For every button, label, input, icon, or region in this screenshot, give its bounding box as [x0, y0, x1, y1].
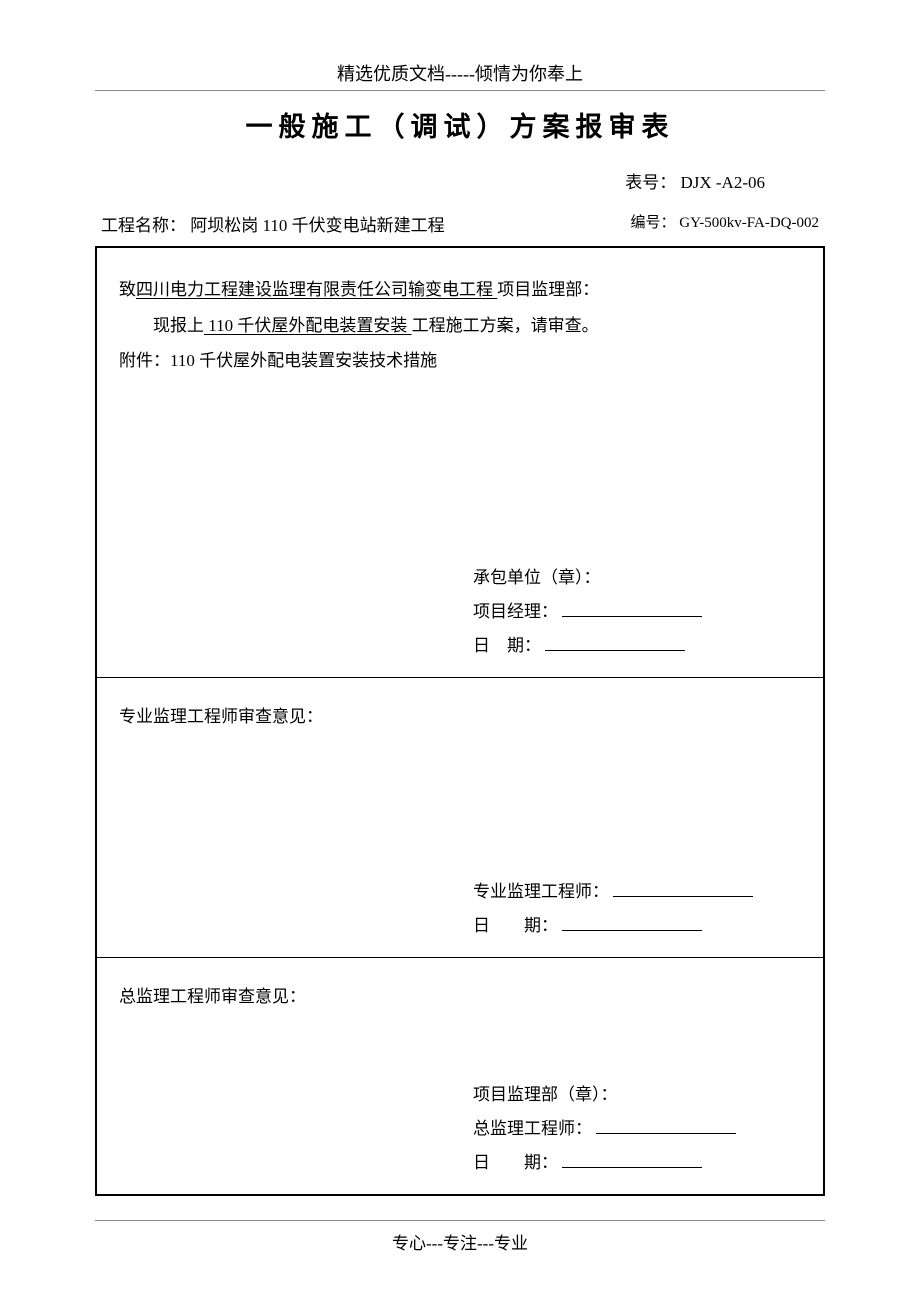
project-name-value: 阿坝松岗 110 千伏变电站新建工程	[190, 216, 444, 235]
header-tagline: 精选优质文档-----倾情为你奉上	[95, 60, 825, 86]
project-label: 工程名称：	[101, 216, 186, 235]
ref-value: GY-500kv-FA-DQ-002	[679, 215, 819, 231]
date-line-3: 日 期：	[473, 1146, 793, 1180]
date-label-2: 日 期：	[473, 909, 558, 943]
specialist-signature-block: 专业监理工程师： 日 期：	[473, 875, 793, 943]
date-blank-2	[562, 914, 702, 931]
specialist-engineer-line: 专业监理工程师：	[473, 875, 793, 909]
chief-engineer-line: 总监理工程师：	[473, 1112, 793, 1146]
project-manager-label: 项目经理：	[473, 595, 558, 629]
attachment-line: 附件：110 千伏屋外配电装置安装技术措施	[119, 343, 801, 379]
contractor-unit-line: 承包单位（章）：	[473, 561, 793, 595]
submission-line: 现报上 110 千伏屋外配电装置安装 工程施工方案，请审查。	[119, 308, 801, 344]
section-submission: 致四川电力工程建设监理有限责任公司输变电工程 项目监理部： 现报上 110 千伏…	[97, 248, 823, 678]
supervision-dept-line: 项目监理部（章）：	[473, 1078, 793, 1112]
attachment-text: 110 千伏屋外配电装置安装技术措施	[170, 351, 437, 370]
date-blank-1	[545, 634, 685, 651]
contractor-unit-label: 承包单位（章）：	[473, 561, 601, 595]
date-line-2: 日 期：	[473, 909, 793, 943]
chief-engineer-blank	[596, 1117, 736, 1134]
footer-text: 专心---专注---专业	[0, 1229, 920, 1254]
project-name: 工程名称： 阿坝松岗 110 千伏变电站新建工程	[101, 211, 445, 236]
project-manager-blank	[562, 600, 702, 617]
project-manager-line: 项目经理：	[473, 595, 793, 629]
reference-number: 编号： GY-500kv-FA-DQ-002	[631, 211, 819, 236]
header-divider	[95, 90, 825, 91]
section-chief-review: 总监理工程师审查意见： 项目监理部（章）： 总监理工程师： 日 期：	[97, 958, 823, 1194]
supervision-dept-label: 项目监理部（章）：	[473, 1078, 618, 1112]
submission-underlined: 110 千伏屋外配电装置安装	[204, 316, 412, 335]
date-label-1: 日 期：	[473, 629, 541, 663]
chief-signature-block: 项目监理部（章）： 总监理工程师： 日 期：	[473, 1078, 793, 1180]
addressee-suffix: 项目监理部：	[497, 280, 599, 299]
specialist-review-title: 专业监理工程师审查意见：	[119, 702, 801, 727]
submission-prefix: 现报上	[153, 316, 204, 335]
specialist-engineer-blank	[613, 880, 753, 897]
document-page: 精选优质文档-----倾情为你奉上 一般施工（调试）方案报审表 表号： DJX …	[0, 0, 920, 1236]
chief-engineer-label: 总监理工程师：	[473, 1112, 592, 1146]
form-container: 致四川电力工程建设监理有限责任公司输变电工程 项目监理部： 现报上 110 千伏…	[95, 246, 825, 1196]
specialist-engineer-label: 专业监理工程师：	[473, 875, 609, 909]
submission-suffix: 工程施工方案，请审查。	[412, 316, 599, 335]
meta-row: 工程名称： 阿坝松岗 110 千伏变电站新建工程 编号： GY-500kv-FA…	[95, 211, 825, 236]
date-blank-3	[562, 1151, 702, 1168]
date-line-1: 日 期：	[473, 629, 793, 663]
form-number-row: 表号： DJX -A2-06	[95, 168, 825, 193]
addressee-underlined: 四川电力工程建设监理有限责任公司输变电工程	[136, 280, 497, 299]
ref-label: 编号：	[631, 215, 676, 231]
attachment-label: 附件：	[119, 351, 170, 370]
addressee-line: 致四川电力工程建设监理有限责任公司输变电工程 项目监理部：	[119, 272, 801, 308]
document-title: 一般施工（调试）方案报审表	[95, 105, 825, 144]
footer: 专心---专注---专业	[0, 1220, 920, 1254]
footer-divider	[95, 1220, 825, 1221]
section-specialist-review: 专业监理工程师审查意见： 专业监理工程师： 日 期：	[97, 678, 823, 958]
addressee-prefix: 致	[119, 280, 136, 299]
chief-review-title: 总监理工程师审查意见：	[119, 982, 801, 1007]
form-number-value: DJX -A2-06	[680, 173, 765, 192]
date-label-3: 日 期：	[473, 1146, 558, 1180]
contractor-signature-block: 承包单位（章）： 项目经理： 日 期：	[473, 561, 793, 663]
form-number-label: 表号：	[625, 173, 676, 192]
